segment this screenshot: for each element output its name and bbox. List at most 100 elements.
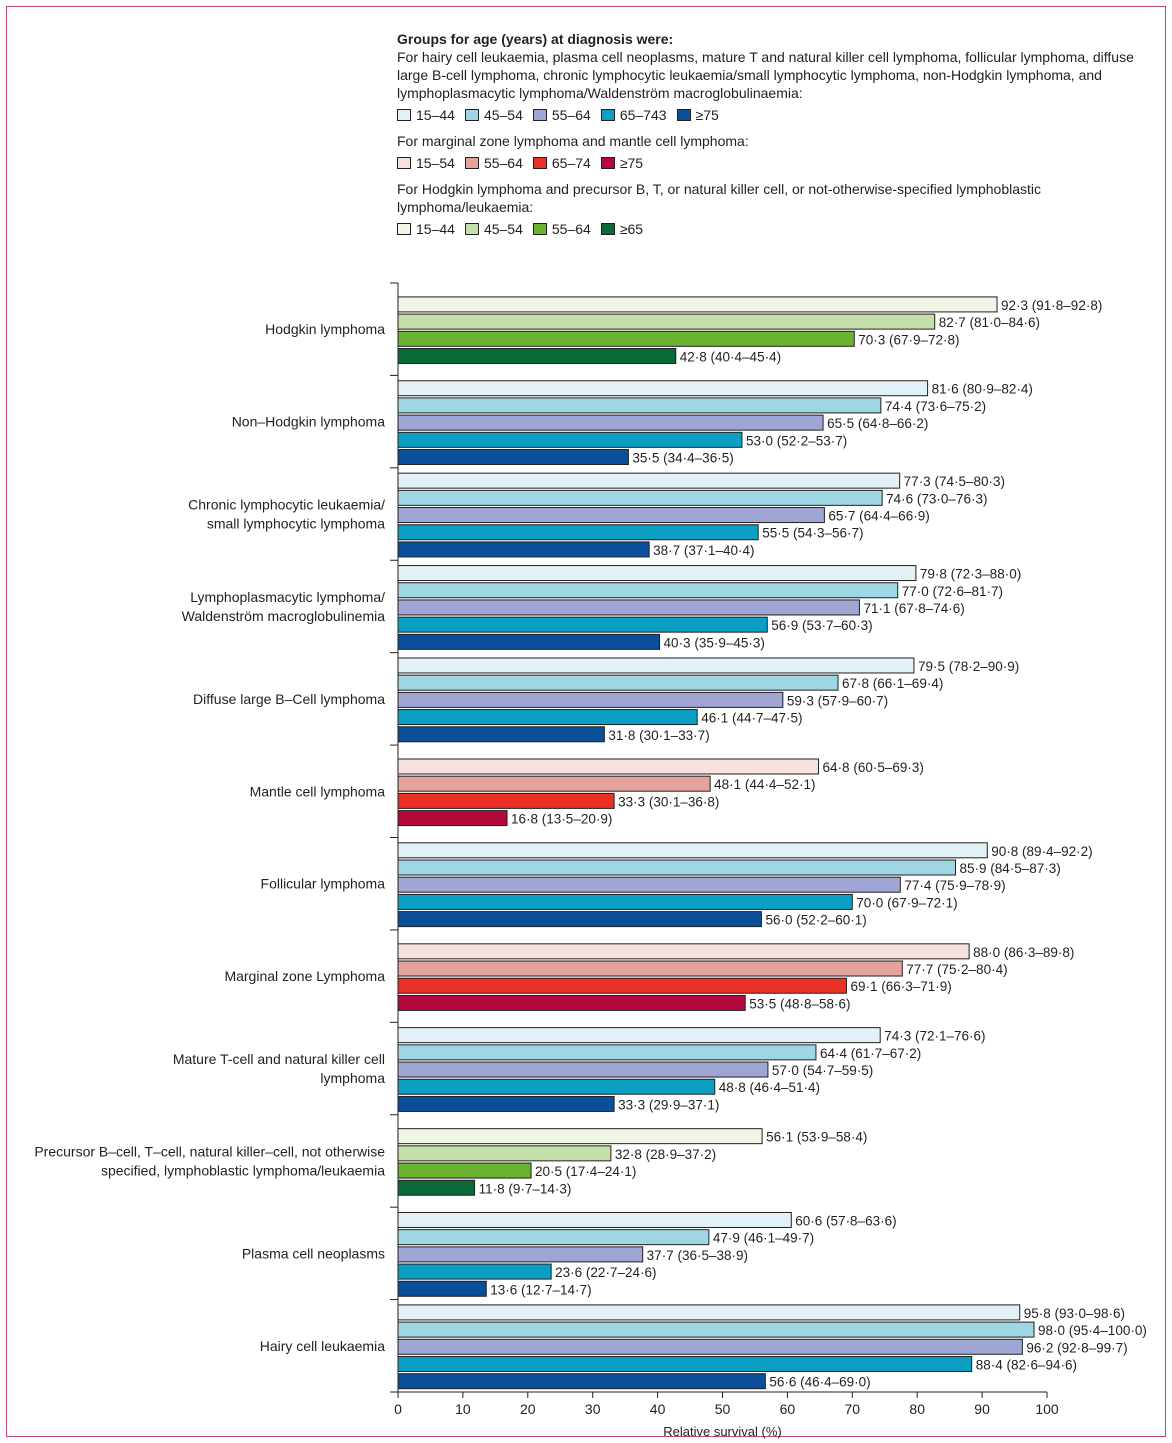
data-label: 56·0 (52·2–60·1) bbox=[765, 913, 866, 928]
legend-item: 15–54 bbox=[397, 154, 455, 172]
bar bbox=[397, 524, 759, 541]
legend-swatch bbox=[464, 223, 479, 235]
data-label: 88·4 (82·6–94·6) bbox=[976, 1357, 1077, 1372]
data-label: 59·3 (57·9–60·7) bbox=[787, 693, 888, 708]
data-label: 56·9 (53·7–60·3) bbox=[771, 618, 872, 633]
legend-label: 15–44 bbox=[416, 221, 455, 237]
legend-swatch bbox=[464, 157, 479, 169]
bar bbox=[397, 726, 605, 743]
category-label: lymphoma bbox=[320, 1070, 385, 1086]
bar bbox=[397, 792, 615, 809]
legend-swatch bbox=[600, 223, 615, 235]
legend-group-description: For Hodgkin lymphoma and precursor B, T,… bbox=[397, 181, 1042, 215]
legend-title: Groups for age (years) at diagnosis were… bbox=[397, 31, 674, 47]
bar bbox=[397, 348, 677, 365]
legend-row: 15–54 55–64 65–74 ≥75 bbox=[397, 152, 1157, 174]
x-axis-title: Relative survival (%) bbox=[663, 1424, 781, 1439]
legend-swatch bbox=[676, 109, 691, 121]
x-tick-label: 80 bbox=[909, 1401, 925, 1417]
bar bbox=[397, 1211, 792, 1228]
category-label: Waldenström macroglobulinemia bbox=[182, 608, 386, 624]
data-label: 79·5 (78·2–90·9) bbox=[918, 659, 1019, 674]
legend-group-description: For hairy cell leukaemia, plasma cell ne… bbox=[397, 49, 1134, 101]
bar bbox=[397, 1229, 710, 1246]
data-label: 60·6 (57·8–63·6) bbox=[795, 1213, 896, 1228]
legend-swatch bbox=[600, 109, 615, 121]
bar bbox=[397, 1061, 769, 1078]
data-label: 37·7 (36·5–38·9) bbox=[647, 1248, 748, 1263]
bar bbox=[397, 472, 901, 489]
bar bbox=[397, 1162, 532, 1179]
data-label: 47·9 (46·1–49·7) bbox=[713, 1231, 814, 1246]
category-label: Plasma cell neoplasms bbox=[242, 1245, 385, 1261]
legend-item: 65–74 bbox=[532, 154, 591, 172]
legend-row: 15–44 45–54 55–64 65–743 ≥75 bbox=[397, 104, 1157, 126]
category-label: Follicular lymphoma bbox=[261, 876, 386, 892]
bar bbox=[397, 758, 820, 775]
bar bbox=[397, 541, 650, 558]
data-label: 32·8 (28·9–37·2) bbox=[615, 1147, 716, 1162]
legend-label: 65–743 bbox=[619, 107, 667, 123]
bar bbox=[397, 397, 882, 414]
legend-item: 65–743 bbox=[600, 106, 667, 124]
bar bbox=[397, 633, 661, 650]
legend-item: 55–64 bbox=[532, 220, 591, 238]
legend-swatch bbox=[397, 223, 411, 235]
data-label: 74·4 (73·6–75·2) bbox=[885, 399, 986, 414]
data-label: 70·3 (67·9–72·8) bbox=[858, 332, 959, 347]
data-label: 57·0 (54·7–59·5) bbox=[772, 1063, 873, 1078]
legend-item: 15–44 bbox=[397, 220, 455, 238]
category-label: Precursor B–cell, T–cell, natural killer… bbox=[34, 1143, 385, 1159]
legend-item: ≥75 bbox=[676, 106, 719, 124]
data-label: 31·8 (30·1–33·7) bbox=[608, 728, 709, 743]
bar bbox=[397, 657, 915, 674]
bar bbox=[397, 691, 784, 708]
legend-swatch bbox=[532, 109, 547, 121]
legend-item: 55–64 bbox=[464, 154, 523, 172]
bar bbox=[397, 842, 988, 859]
bar bbox=[397, 489, 883, 506]
data-label: 70·0 (67·9–72·1) bbox=[856, 895, 957, 910]
bar bbox=[397, 449, 629, 466]
x-tick-label: 30 bbox=[585, 1401, 601, 1417]
bar bbox=[397, 414, 824, 431]
legend-item: 45–54 bbox=[464, 106, 523, 124]
bar bbox=[397, 943, 970, 960]
category-label: small lymphocytic lymphoma bbox=[207, 516, 385, 532]
data-label: 92·3 (91·8–92·8) bbox=[1001, 298, 1102, 313]
legend-group-description: For marginal zone lymphoma and mantle ce… bbox=[397, 133, 749, 149]
data-label: 40·3 (35·9–45·3) bbox=[664, 635, 765, 650]
data-label: 53·0 (52·2–53·7) bbox=[746, 433, 847, 448]
bar bbox=[397, 859, 956, 876]
bar bbox=[397, 674, 839, 691]
legend-item: 45–54 bbox=[464, 220, 523, 238]
bar bbox=[397, 330, 855, 347]
legend-swatch bbox=[600, 157, 615, 169]
legend-label: ≥65 bbox=[619, 221, 644, 237]
legend-row: 15–44 45–54 55–64 ≥65 bbox=[397, 218, 1157, 240]
figure-frame bbox=[6, 6, 1166, 1437]
data-label: 77·0 (72·6–81·7) bbox=[902, 584, 1003, 599]
bar bbox=[397, 1179, 476, 1196]
x-tick-label: 90 bbox=[974, 1401, 990, 1417]
legend-label: 55–64 bbox=[483, 155, 523, 171]
data-label: 48·8 (46·4–51·4) bbox=[719, 1080, 820, 1095]
data-label: 53·5 (48·8–58·6) bbox=[749, 996, 850, 1011]
category-label: Mature T-cell and natural killer cell bbox=[173, 1051, 385, 1067]
data-label: 55·5 (54·3–56·7) bbox=[762, 526, 863, 541]
category-label: Hodgkin lymphoma bbox=[265, 321, 385, 337]
data-label: 20·5 (17·4–24·1) bbox=[535, 1164, 636, 1179]
category-label: Lymphoplasmacytic lymphoma/ bbox=[190, 589, 385, 605]
data-label: 88·0 (86·3–89·8) bbox=[973, 945, 1074, 960]
x-tick-label: 20 bbox=[520, 1401, 536, 1417]
data-label: 90·8 (89·4–92·2) bbox=[991, 844, 1092, 859]
x-tick-label: 100 bbox=[1035, 1401, 1059, 1417]
legend-swatch bbox=[397, 157, 411, 169]
data-label: 38·7 (37·1–40·4) bbox=[653, 543, 754, 558]
category-label: Marginal zone Lymphoma bbox=[224, 968, 385, 984]
legend-group-red: For marginal zone lymphoma and mantle ce… bbox=[397, 132, 1157, 174]
legend-label: 15–54 bbox=[416, 155, 455, 171]
bar bbox=[397, 1304, 1021, 1321]
bar bbox=[397, 1145, 612, 1162]
x-tick-label: 10 bbox=[455, 1401, 471, 1417]
